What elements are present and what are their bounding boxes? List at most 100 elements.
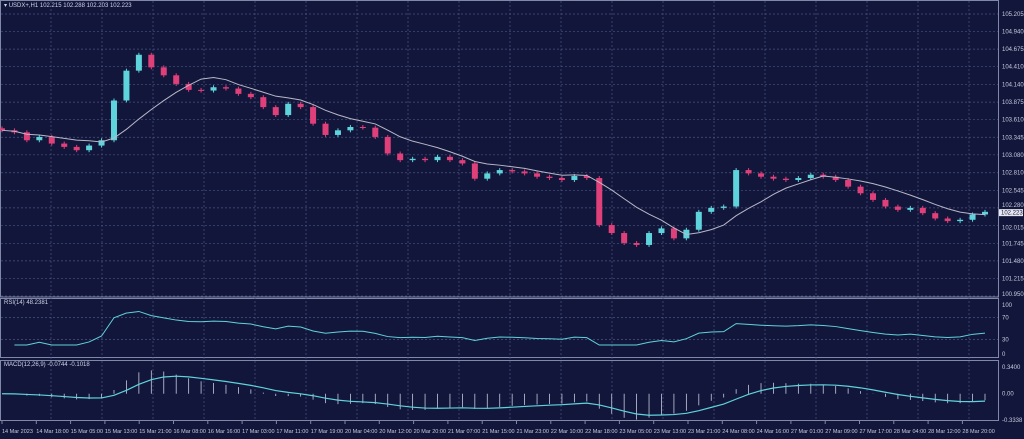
bull-candle — [720, 206, 727, 208]
bear-candle — [558, 178, 565, 181]
bull-candle — [708, 207, 715, 212]
time-tick-label: 28 Mar 20:00 — [962, 429, 994, 435]
bull-candle — [484, 173, 491, 179]
price-tick-label: 104.675 — [1002, 47, 1024, 53]
bear-candle — [0, 128, 5, 131]
bear-candle — [235, 88, 242, 94]
bear-candle — [198, 89, 205, 91]
bull-candle — [36, 136, 43, 141]
bear-candle — [932, 213, 939, 219]
bull-candle — [334, 130, 341, 135]
bear-candle — [521, 171, 528, 174]
bull-candle — [285, 103, 292, 116]
bear-candle — [260, 97, 267, 108]
bear-candle — [633, 242, 640, 245]
bear-candle — [894, 206, 901, 210]
time-tick-label: 15 Mar 13:00 — [105, 429, 137, 435]
time-tick-label: 14 Mar 18:00 — [36, 429, 68, 435]
bull-candle — [807, 174, 814, 179]
bear-candle — [459, 160, 466, 164]
time-tick-label: 16 Mar 08:00 — [174, 429, 206, 435]
bull-candle — [733, 170, 740, 207]
ohlc-values: 102.215 102.288 102.203 102.223 — [39, 3, 132, 9]
price-tick-label: 103.080 — [1002, 153, 1024, 159]
bear-candle — [845, 180, 852, 187]
time-tick-label: 28 Mar 04:00 — [894, 429, 926, 435]
time-tick-label: 21 Mar 15:00 — [482, 429, 514, 435]
time-tick-label: 23 Mar 21:00 — [688, 429, 720, 435]
price-tick-label: 103.610 — [1002, 118, 1024, 124]
time-tick-label: 14 Mar 2023 — [2, 429, 33, 435]
rsi-tick-label: 70 — [1002, 316, 1009, 322]
time-tick-label: 27 Mar 01:00 — [791, 429, 823, 435]
bull-candle — [695, 211, 702, 230]
bear-candle — [160, 67, 167, 76]
bear-candle — [272, 107, 279, 116]
bear-candle — [310, 107, 317, 124]
time-tick-label: 27 Mar 09:00 — [825, 429, 857, 435]
dropdown-triangle-icon[interactable]: ▾ — [4, 3, 8, 9]
price-tick-label: 105.205 — [1002, 12, 1024, 18]
bull-candle — [409, 158, 416, 161]
bear-candle — [372, 127, 379, 137]
time-tick-label: 15 Mar 21:00 — [139, 429, 171, 435]
rsi-line — [14, 310, 986, 346]
bear-candle — [857, 186, 864, 194]
rsi-label: RSI(14) 48.2381 — [4, 300, 49, 306]
bear-candle — [944, 218, 951, 222]
bear-candle — [621, 233, 628, 243]
bear-candle — [173, 75, 180, 84]
price-tick-label: 101.215 — [1002, 276, 1024, 282]
price-tick-label: 101.480 — [1002, 259, 1024, 265]
bear-candle — [509, 170, 516, 172]
macd-tick-label: -0.3338 — [1002, 418, 1023, 424]
bear-candle — [534, 173, 541, 177]
time-tick-label: 20 Mar 04:00 — [345, 429, 377, 435]
time-tick-label: 27 Mar 17:00 — [860, 429, 892, 435]
price-tick-label: 104.410 — [1002, 65, 1024, 71]
time-tick-label: 24 Mar 08:00 — [722, 429, 754, 435]
bear-candle — [322, 123, 329, 135]
price-tick-label: 104.140 — [1002, 83, 1024, 89]
time-tick-label: 16 Mar 16:00 — [208, 429, 240, 435]
time-tick-label: 21 Mar 07:00 — [448, 429, 480, 435]
bull-candle — [347, 126, 354, 131]
bull-candle — [86, 145, 93, 151]
bull-candle — [795, 178, 802, 181]
bear-candle — [870, 193, 877, 200]
bear-candle — [882, 199, 889, 207]
price-tick-label: 103.875 — [1002, 100, 1024, 106]
time-tick-label: 17 Mar 03:00 — [242, 429, 274, 435]
bear-candle — [422, 158, 429, 161]
time-tick-label: 22 Mar 10:00 — [551, 429, 583, 435]
bull-candle — [571, 176, 578, 181]
bear-candle — [832, 176, 839, 181]
price-tick-label: 100.950 — [1002, 292, 1024, 298]
macd-signal-line — [1, 375, 986, 416]
bear-candle — [222, 87, 229, 89]
bull-candle — [110, 100, 117, 141]
chart-header: ▾ USDX+,H1 102.215 102.288 102.203 102.2… — [4, 2, 132, 9]
bear-candle — [596, 178, 603, 226]
bear-candle — [546, 176, 553, 179]
bull-candle — [969, 214, 976, 220]
bear-candle — [148, 54, 155, 68]
bear-candle — [770, 176, 777, 179]
rsi-tick-label: 30 — [1002, 338, 1009, 344]
macd-panel-frame — [0, 360, 999, 421]
bear-candle — [583, 176, 590, 179]
macd-label: MACD(12,26,9) -0.0744 -0.1018 — [4, 362, 90, 368]
time-tick-label: 20 Mar 20:00 — [414, 429, 446, 435]
bull-candle — [646, 233, 653, 245]
bear-candle — [61, 143, 68, 147]
macd-tick-label: 0.3400 — [1002, 365, 1021, 371]
price-tick-label: 102.810 — [1002, 171, 1024, 177]
current-price-label: 102.223 — [1001, 211, 1023, 217]
time-tick-label: 15 Mar 05:00 — [71, 429, 103, 435]
main-panel-frame — [0, 0, 999, 298]
bear-candle — [359, 126, 366, 128]
time-tick-label: 17 Mar 19:00 — [311, 429, 343, 435]
bull-candle — [496, 170, 503, 174]
current-price-tag — [999, 209, 1023, 217]
